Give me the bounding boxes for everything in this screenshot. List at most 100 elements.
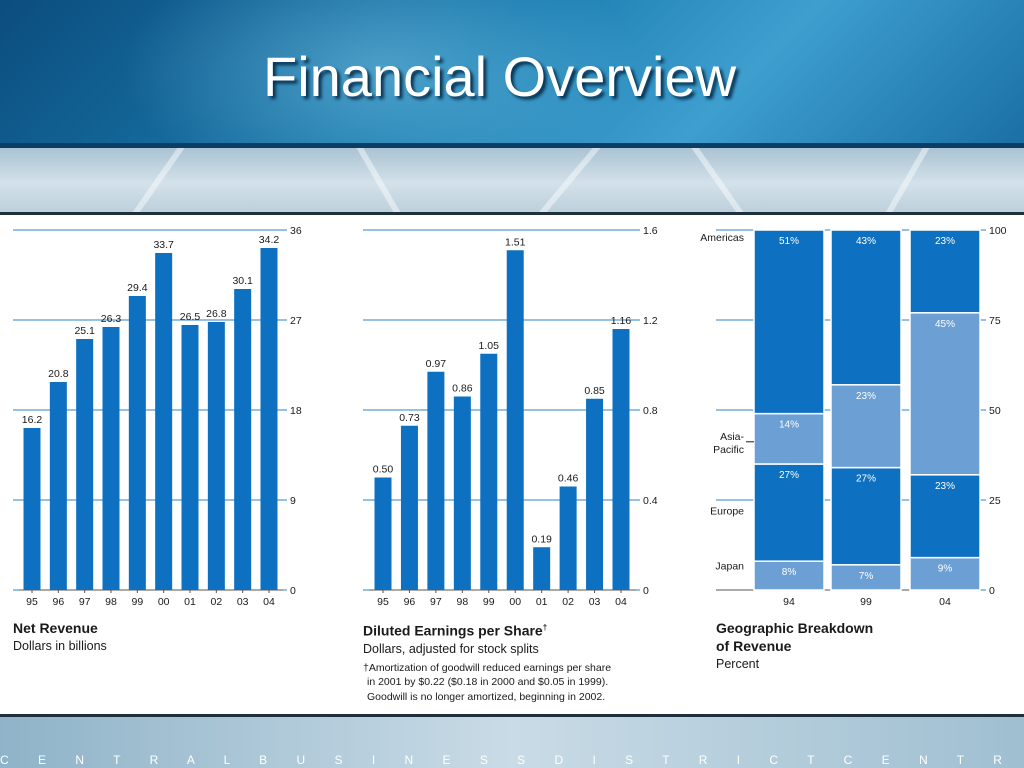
x-tick-label: 00 — [509, 596, 521, 608]
segment-label: 7% — [859, 571, 874, 582]
x-tick-label: 95 — [26, 596, 38, 608]
data-label: 0.19 — [531, 533, 552, 545]
chart-title: Diluted Earnings per Share† — [363, 619, 683, 640]
segment-label: 27% — [779, 470, 799, 481]
chart-title: Geographic Breakdown — [716, 620, 874, 636]
bar — [374, 477, 392, 590]
x-tick-label: 00 — [158, 596, 170, 608]
photo-strip — [0, 148, 1024, 212]
legend-label-line: Europe — [710, 506, 744, 518]
bar — [155, 253, 173, 590]
stacked-segment — [830, 466, 902, 566]
x-tick-label: 02 — [210, 596, 222, 608]
x-tick-label: 03 — [589, 596, 601, 608]
data-label: 1.51 — [505, 236, 526, 248]
bar — [181, 325, 199, 590]
stacked-segment — [753, 412, 825, 465]
divider — [0, 212, 1024, 215]
chart-footnote: †Amortization of goodwill reduced earnin… — [363, 661, 683, 705]
data-label: 0.86 — [452, 383, 473, 395]
legend-label: Europe — [710, 506, 744, 518]
y-tick-label: 1.2 — [643, 315, 658, 327]
legend-label: Japan — [715, 561, 744, 573]
y-tick-label: 0 — [290, 585, 296, 597]
x-tick-label: 04 — [939, 596, 951, 608]
legend-label: Americas — [700, 232, 744, 244]
legend-label-line: Americas — [700, 232, 744, 244]
data-label: 1.16 — [611, 315, 632, 327]
bar — [76, 339, 94, 590]
y-tick-label: 0 — [643, 585, 649, 597]
data-label: 0.50 — [373, 464, 394, 476]
bar — [49, 382, 67, 590]
x-tick-label: 99 — [131, 596, 143, 608]
x-tick-label: 98 — [105, 596, 117, 608]
stacked-segment — [830, 564, 902, 591]
stacked-segment — [909, 556, 981, 591]
bar — [559, 486, 577, 590]
segment-label: 43% — [856, 236, 876, 247]
chart-title-line2: of Revenue — [716, 638, 792, 654]
bar — [427, 371, 445, 590]
x-tick-label: 03 — [237, 596, 249, 608]
y-tick-label: 1.6 — [643, 225, 658, 237]
legend-label-line: Japan — [715, 561, 744, 573]
stacked-segment — [753, 229, 825, 415]
legend-label-line: Pacific — [713, 444, 744, 456]
bar — [260, 248, 278, 590]
y-tick-label: 0.8 — [643, 405, 658, 417]
footnote-line: †Amortization of goodwill reduced earnin… — [363, 661, 612, 674]
footnote-line: in 2001 by $0.22 ($0.18 in 2000 and $0.0… — [367, 676, 609, 689]
x-tick-label: 04 — [615, 596, 627, 608]
x-tick-label: 99 — [483, 596, 495, 608]
footnote-line: Goodwill is no longer amortized, beginni… — [367, 690, 606, 703]
bar — [128, 296, 146, 590]
segment-label: 8% — [782, 567, 797, 578]
stacked-segment — [830, 384, 902, 469]
chart-subtitle: Dollars, adjusted for stock splits — [363, 641, 539, 656]
data-label: 0.73 — [399, 412, 420, 424]
x-tick-label: 99 — [860, 596, 872, 608]
bar — [480, 353, 498, 590]
stacked-segment — [753, 463, 825, 562]
data-label: 20.8 — [48, 368, 69, 380]
segment-label: 45% — [935, 319, 955, 330]
chart-title-text: Diluted Earnings per Share — [363, 622, 543, 639]
x-tick-label: 98 — [456, 596, 468, 608]
y-tick-label: 25 — [989, 495, 1001, 507]
data-label: 33.7 — [153, 239, 174, 251]
data-label: 1.05 — [479, 340, 500, 352]
data-label: 30.1 — [232, 275, 253, 287]
x-tick-label: 96 — [404, 596, 416, 608]
data-label: 0.85 — [584, 385, 605, 397]
header-glow — [120, 0, 640, 148]
eps-caption: Diluted Earnings per Share† Dollars, adj… — [363, 619, 683, 704]
y-tick-label: 100 — [989, 225, 1007, 237]
x-tick-label: 01 — [536, 596, 548, 608]
segment-label: 27% — [856, 474, 876, 485]
bar — [612, 329, 630, 590]
y-tick-label: 18 — [290, 405, 302, 417]
x-tick-label: 01 — [184, 596, 196, 608]
y-tick-label: 0.4 — [643, 495, 658, 507]
header-rule — [0, 143, 1024, 148]
data-label: 26.8 — [206, 308, 227, 320]
y-tick-label: 50 — [989, 405, 1001, 417]
data-label: 0.46 — [558, 473, 579, 485]
net-revenue-caption: Net Revenue Dollars in billions — [13, 619, 313, 654]
segment-label: 14% — [779, 420, 799, 431]
chart-subtitle: Percent — [716, 657, 760, 671]
divider — [0, 714, 1024, 717]
bar — [207, 322, 225, 590]
header-band: Financial Overview — [0, 0, 1024, 148]
footer-text: C E N T R A L B U S I N E S S D I S T R … — [0, 753, 1024, 767]
x-tick-label: 02 — [562, 596, 574, 608]
segment-label: 51% — [779, 236, 799, 247]
bar — [234, 289, 252, 590]
chart-subtitle: Dollars in billions — [13, 639, 107, 653]
legend-label-line: Asia- — [720, 431, 744, 443]
data-label: 29.4 — [127, 282, 148, 294]
y-tick-label: 9 — [290, 495, 296, 507]
